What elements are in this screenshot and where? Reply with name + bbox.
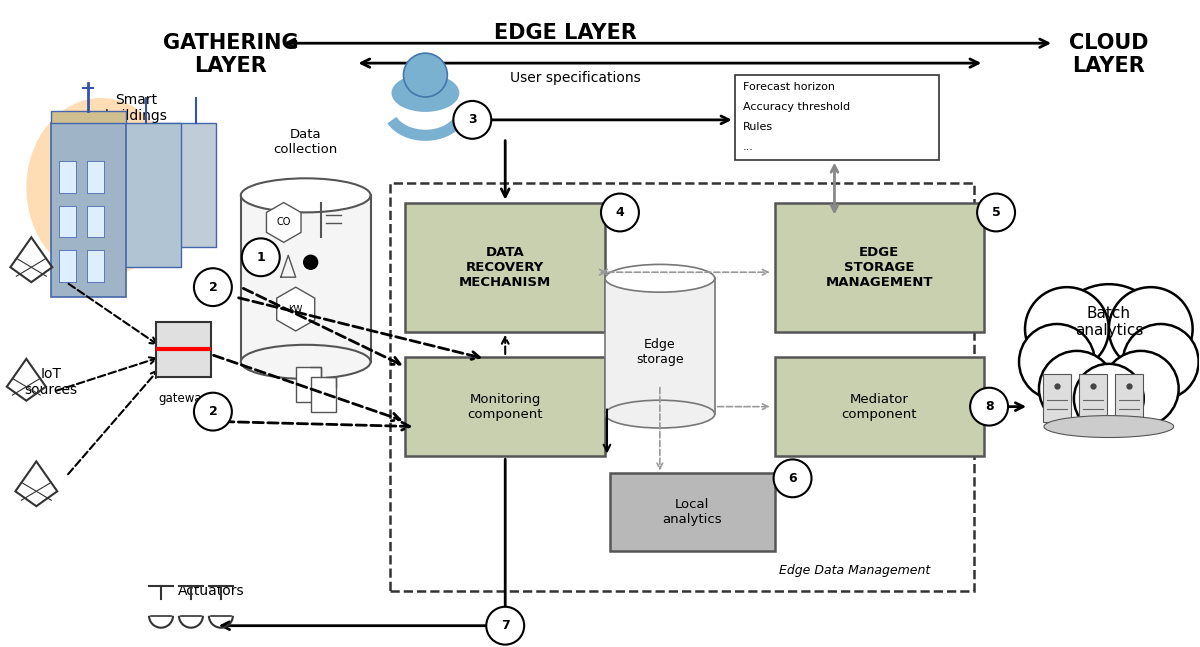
Text: Monitoring
component: Monitoring component — [468, 393, 542, 421]
Circle shape — [970, 388, 1008, 426]
Text: CLOUD
LAYER: CLOUD LAYER — [1069, 33, 1148, 76]
Text: gateway: gateway — [158, 391, 209, 405]
Text: Mediator
component: Mediator component — [841, 393, 917, 421]
Text: 8: 8 — [985, 400, 994, 413]
Ellipse shape — [605, 265, 715, 292]
Circle shape — [977, 193, 1015, 232]
FancyBboxPatch shape — [734, 75, 940, 160]
Circle shape — [1025, 287, 1109, 371]
Circle shape — [1039, 351, 1115, 426]
Text: 3: 3 — [468, 113, 476, 126]
Text: KW: KW — [288, 305, 302, 314]
Text: GATHERING
LAYER: GATHERING LAYER — [163, 33, 299, 76]
Circle shape — [601, 193, 638, 232]
Text: Edge Data Management: Edge Data Management — [779, 564, 930, 577]
Text: 6: 6 — [788, 472, 797, 485]
FancyBboxPatch shape — [116, 123, 181, 267]
Circle shape — [1123, 324, 1199, 400]
FancyBboxPatch shape — [1115, 374, 1142, 422]
Text: Smart
buildings: Smart buildings — [104, 93, 168, 123]
FancyBboxPatch shape — [406, 357, 605, 456]
Text: Edge
storage: Edge storage — [636, 338, 684, 366]
Text: Forecast horizon: Forecast horizon — [743, 82, 835, 92]
Circle shape — [304, 256, 318, 269]
FancyBboxPatch shape — [311, 377, 336, 411]
Bar — [88, 160, 104, 193]
FancyBboxPatch shape — [52, 111, 126, 123]
Ellipse shape — [241, 345, 371, 379]
FancyBboxPatch shape — [295, 367, 320, 402]
Text: 7: 7 — [500, 619, 510, 632]
FancyBboxPatch shape — [610, 474, 774, 551]
Bar — [88, 250, 104, 282]
Ellipse shape — [241, 179, 371, 212]
FancyBboxPatch shape — [52, 123, 126, 297]
Text: EDGE LAYER: EDGE LAYER — [493, 23, 636, 43]
Bar — [59, 160, 77, 193]
Text: Accuracy threshold: Accuracy threshold — [743, 102, 850, 112]
FancyBboxPatch shape — [774, 357, 984, 456]
Text: 2: 2 — [209, 405, 217, 418]
FancyBboxPatch shape — [774, 203, 984, 332]
Text: User specifications: User specifications — [510, 71, 641, 85]
FancyBboxPatch shape — [1043, 374, 1070, 422]
Circle shape — [403, 53, 448, 97]
Circle shape — [454, 101, 491, 139]
Text: CO: CO — [276, 217, 290, 228]
Circle shape — [774, 459, 811, 498]
Circle shape — [1074, 364, 1144, 433]
FancyBboxPatch shape — [241, 195, 371, 362]
Text: Batch
analytics: Batch analytics — [1075, 306, 1144, 338]
Circle shape — [194, 393, 232, 430]
Text: 2: 2 — [209, 281, 217, 294]
Ellipse shape — [1044, 415, 1174, 437]
Bar — [59, 206, 77, 237]
Text: 1: 1 — [257, 251, 265, 264]
Ellipse shape — [605, 400, 715, 428]
Text: ...: ... — [743, 142, 754, 152]
Circle shape — [1109, 287, 1193, 371]
Circle shape — [486, 607, 524, 644]
Ellipse shape — [26, 98, 176, 277]
Text: DATA
RECOVERY
MECHANISM: DATA RECOVERY MECHANISM — [460, 246, 551, 289]
Ellipse shape — [391, 74, 460, 112]
Circle shape — [1019, 324, 1094, 400]
FancyBboxPatch shape — [1079, 374, 1106, 422]
FancyBboxPatch shape — [605, 278, 715, 414]
Text: EDGE
STORAGE
MANAGEMENT: EDGE STORAGE MANAGEMENT — [826, 246, 934, 289]
Circle shape — [242, 238, 280, 276]
Bar — [88, 206, 104, 237]
Text: 4: 4 — [616, 206, 624, 219]
Text: IoT
sources: IoT sources — [25, 367, 78, 397]
Text: Actuators: Actuators — [178, 584, 245, 598]
Text: 5: 5 — [991, 206, 1001, 219]
Text: Rules: Rules — [743, 122, 773, 132]
Bar — [59, 250, 77, 282]
Circle shape — [194, 269, 232, 306]
Circle shape — [1051, 284, 1166, 400]
FancyBboxPatch shape — [156, 322, 211, 377]
Circle shape — [1103, 351, 1178, 426]
Text: Local
analytics: Local analytics — [662, 498, 722, 526]
Text: Data
collection: Data collection — [274, 127, 338, 156]
FancyBboxPatch shape — [406, 203, 605, 332]
FancyBboxPatch shape — [156, 123, 216, 247]
